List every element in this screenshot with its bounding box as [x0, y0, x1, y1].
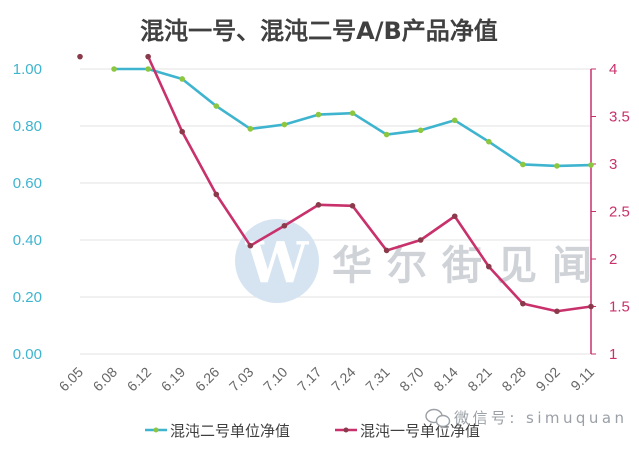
y-right-tick-label: 3: [609, 156, 617, 173]
x-tick-label: 6.05: [56, 364, 87, 395]
x-tick-label: 6.08: [90, 364, 121, 395]
x-tick-label: 7.10: [260, 364, 291, 395]
series-1-point: [349, 110, 356, 116]
watermark-logo-letter: W: [245, 230, 310, 296]
series-2-point: [77, 53, 83, 60]
series-2-point: [315, 202, 322, 208]
y-right-tick-label: 3.5: [609, 109, 630, 126]
x-tick-label: 8.70: [396, 364, 427, 395]
series-1-point: [417, 127, 424, 134]
x-tick-label: 9.11: [567, 364, 597, 394]
wechat-icon: [425, 408, 451, 428]
legend-label-series-1: 混沌一号单位净值: [360, 422, 480, 440]
legend-marker-series-1: [343, 427, 349, 433]
series-1-point: [383, 131, 390, 138]
series-2-point: [588, 303, 594, 310]
x-tick-label: 7.03: [226, 364, 257, 395]
legend: 混沌二号单位净值 混沌一号单位净值: [145, 422, 480, 440]
wechat-id: 微信号: simuquan: [454, 409, 624, 427]
legend-label-series-2: 混沌二号单位净值: [170, 422, 290, 440]
wechat-watermark: 微信号: simuquan: [425, 408, 624, 428]
series-line-1: [114, 67, 592, 168]
series-2-point: [383, 247, 390, 254]
series-1-point: [145, 66, 151, 72]
series-line-2: [146, 56, 592, 313]
y-left-tick-label: 0.20: [13, 289, 42, 306]
y-right-tick-label: 1.5: [609, 299, 630, 316]
y-right-tick-label: 2: [609, 251, 617, 268]
gridlines: [80, 68, 591, 355]
series-1-point: [588, 162, 594, 168]
y-left-tick-label: 0.40: [13, 232, 42, 249]
x-axis-ticks: 6.05 6.08 6.12 6.19 6.26 7.03 7.10 7.17 7.24 7.31…: [56, 364, 598, 395]
y-right-tick-label: 4: [609, 61, 617, 78]
series-1-point: [486, 138, 492, 145]
x-tick-label: 7.31: [362, 364, 393, 395]
series-1-point: [213, 103, 220, 109]
series-1-point: [451, 117, 458, 124]
chart-title: 混沌一号、混沌二号A/B产品净值: [140, 17, 498, 45]
series-2-point: [451, 213, 458, 220]
watermark-text: 华尔街见闻: [332, 242, 592, 289]
x-tick-label: 7.17: [294, 364, 325, 395]
series-1-point: [111, 66, 117, 72]
series-2-point: [281, 222, 288, 229]
y-axis-left: 0.00 0.20 0.40 0.60 0.80 1.00: [13, 61, 42, 363]
series-2-point: [554, 308, 560, 315]
y-left-tick-label: 0.00: [13, 346, 42, 363]
x-tick-label: 8.21: [464, 364, 495, 395]
series-1-point: [281, 121, 288, 128]
legend-marker-series-2: [153, 427, 159, 433]
y-left-tick-label: 0.60: [13, 175, 42, 192]
y-left-tick-label: 1.00: [13, 61, 42, 78]
series-2-point: [486, 263, 492, 270]
series-1-point: [554, 163, 560, 169]
series-1-point: [179, 76, 185, 82]
series-2-point: [349, 203, 356, 209]
y-axis-right: 1 1.5 2 2.5 3 3.5 4: [591, 61, 630, 363]
y-right-tick-label: 1: [609, 346, 617, 363]
series-group: [77, 53, 594, 315]
series-1-point: [315, 111, 322, 118]
series-2-point: [520, 300, 526, 307]
series-2-point: [145, 53, 151, 60]
x-tick-label: 8.28: [498, 364, 529, 395]
x-tick-label: 7.24: [328, 364, 359, 395]
series-2-point: [179, 128, 185, 135]
watermark: W 华尔街见闻: [235, 219, 592, 303]
y-right-tick-label: 2.5: [609, 204, 630, 221]
watermark-logo-icon: [235, 219, 319, 303]
series-1-point: [520, 161, 526, 168]
x-tick-label: 6.19: [158, 364, 189, 395]
series-1-point: [247, 126, 254, 132]
series-2-point: [417, 237, 424, 243]
x-tick-label: 6.26: [192, 364, 223, 395]
series-2-point: [247, 242, 254, 249]
x-tick-label: 9.02: [532, 364, 563, 395]
x-tick-label: 6.12: [124, 364, 155, 395]
y-left-tick-label: 0.80: [13, 118, 42, 135]
x-tick-label: 8.14: [430, 364, 461, 395]
series-2-point: [213, 191, 220, 198]
